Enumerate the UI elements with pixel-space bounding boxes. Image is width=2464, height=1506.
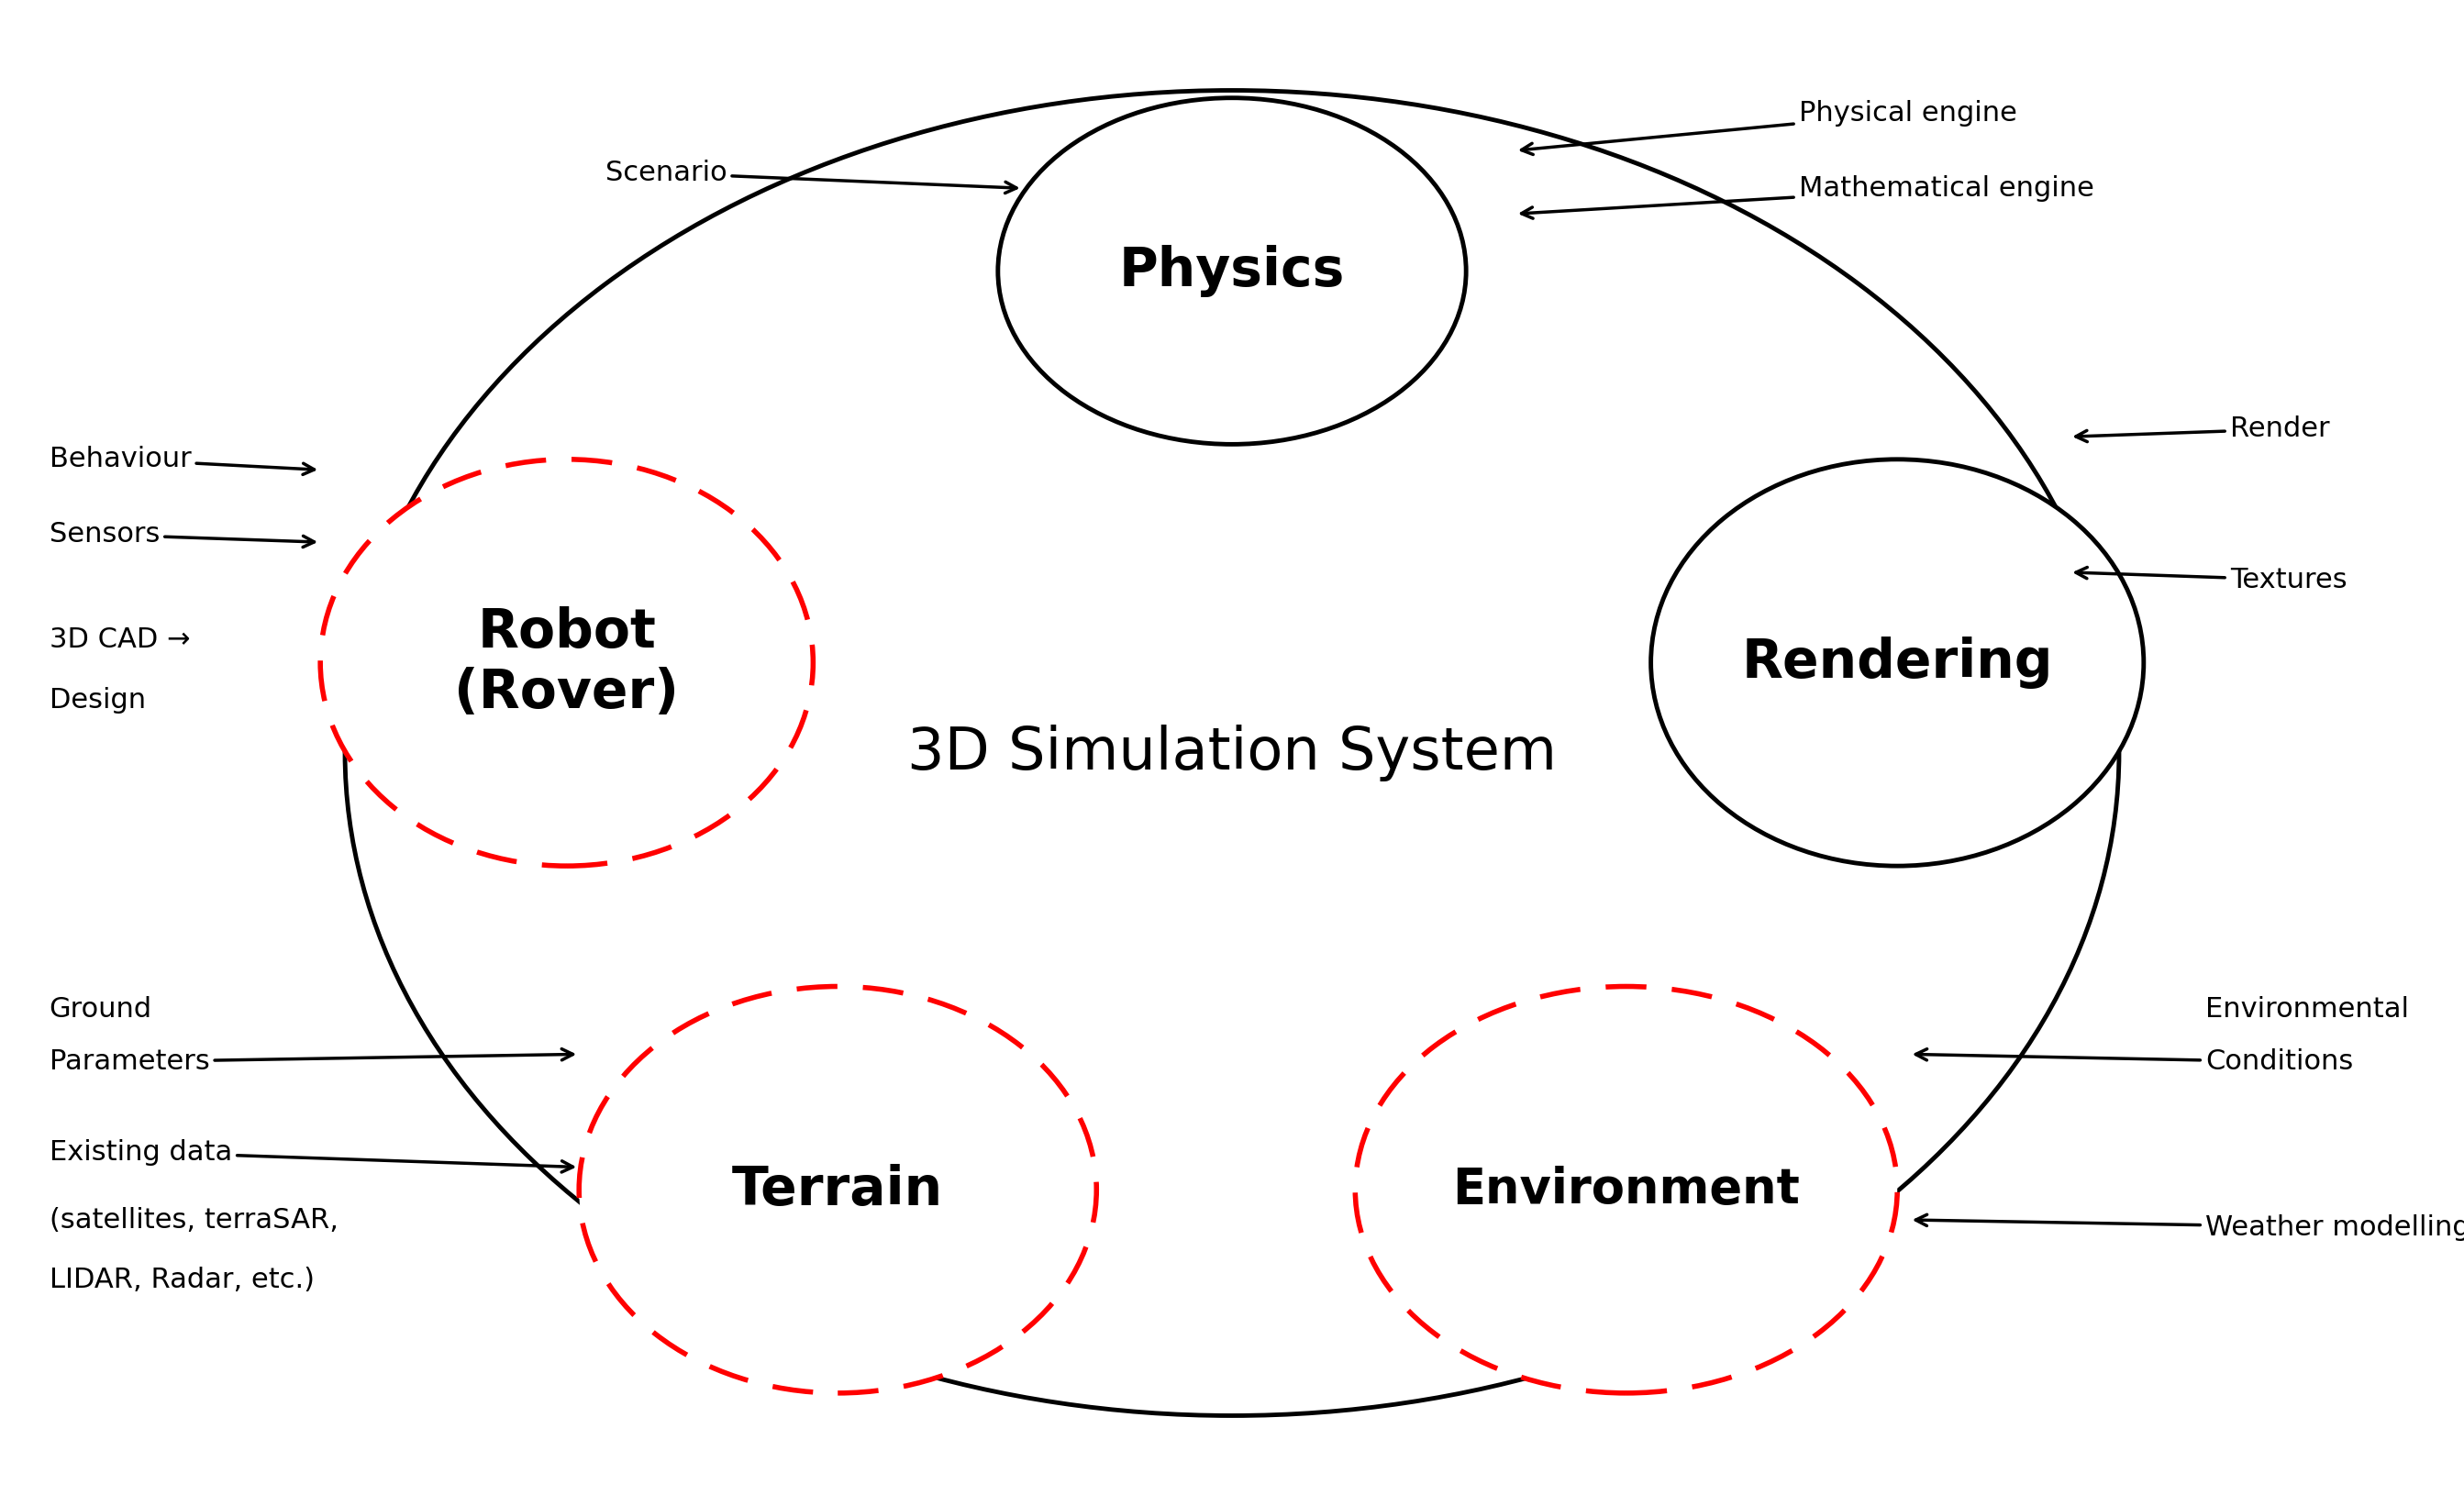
Ellipse shape — [320, 459, 813, 866]
Text: Conditions: Conditions — [1915, 1048, 2353, 1075]
Text: Physical engine: Physical engine — [1520, 99, 2018, 155]
Text: LIDAR, Radar, etc.): LIDAR, Radar, etc.) — [49, 1267, 315, 1294]
Text: Environment: Environment — [1451, 1166, 1801, 1214]
Ellipse shape — [1355, 986, 1897, 1393]
Text: Ground: Ground — [49, 995, 153, 1023]
Text: Weather modelling: Weather modelling — [1915, 1214, 2464, 1241]
Text: Existing data: Existing data — [49, 1139, 574, 1172]
Text: 3D Simulation System: 3D Simulation System — [907, 724, 1557, 782]
Text: Physics: Physics — [1119, 245, 1345, 297]
Text: Robot
(Rover): Robot (Rover) — [453, 607, 680, 718]
Text: Behaviour: Behaviour — [49, 446, 315, 474]
Ellipse shape — [1651, 459, 2144, 866]
Text: Scenario: Scenario — [606, 160, 1018, 193]
Text: Design: Design — [49, 687, 145, 714]
Text: Sensors: Sensors — [49, 521, 315, 548]
Text: Render: Render — [2075, 416, 2328, 443]
Ellipse shape — [998, 98, 1466, 444]
Text: Mathematical engine: Mathematical engine — [1520, 175, 2094, 218]
Text: (satellites, terraSAR,: (satellites, terraSAR, — [49, 1206, 338, 1233]
Ellipse shape — [579, 986, 1096, 1393]
Text: Environmental: Environmental — [2205, 995, 2410, 1023]
Text: Textures: Textures — [2075, 566, 2348, 593]
Text: 3D CAD →: 3D CAD → — [49, 626, 190, 654]
Text: Rendering: Rendering — [1742, 637, 2053, 688]
Text: Parameters: Parameters — [49, 1048, 574, 1075]
Text: Terrain: Terrain — [732, 1164, 944, 1215]
